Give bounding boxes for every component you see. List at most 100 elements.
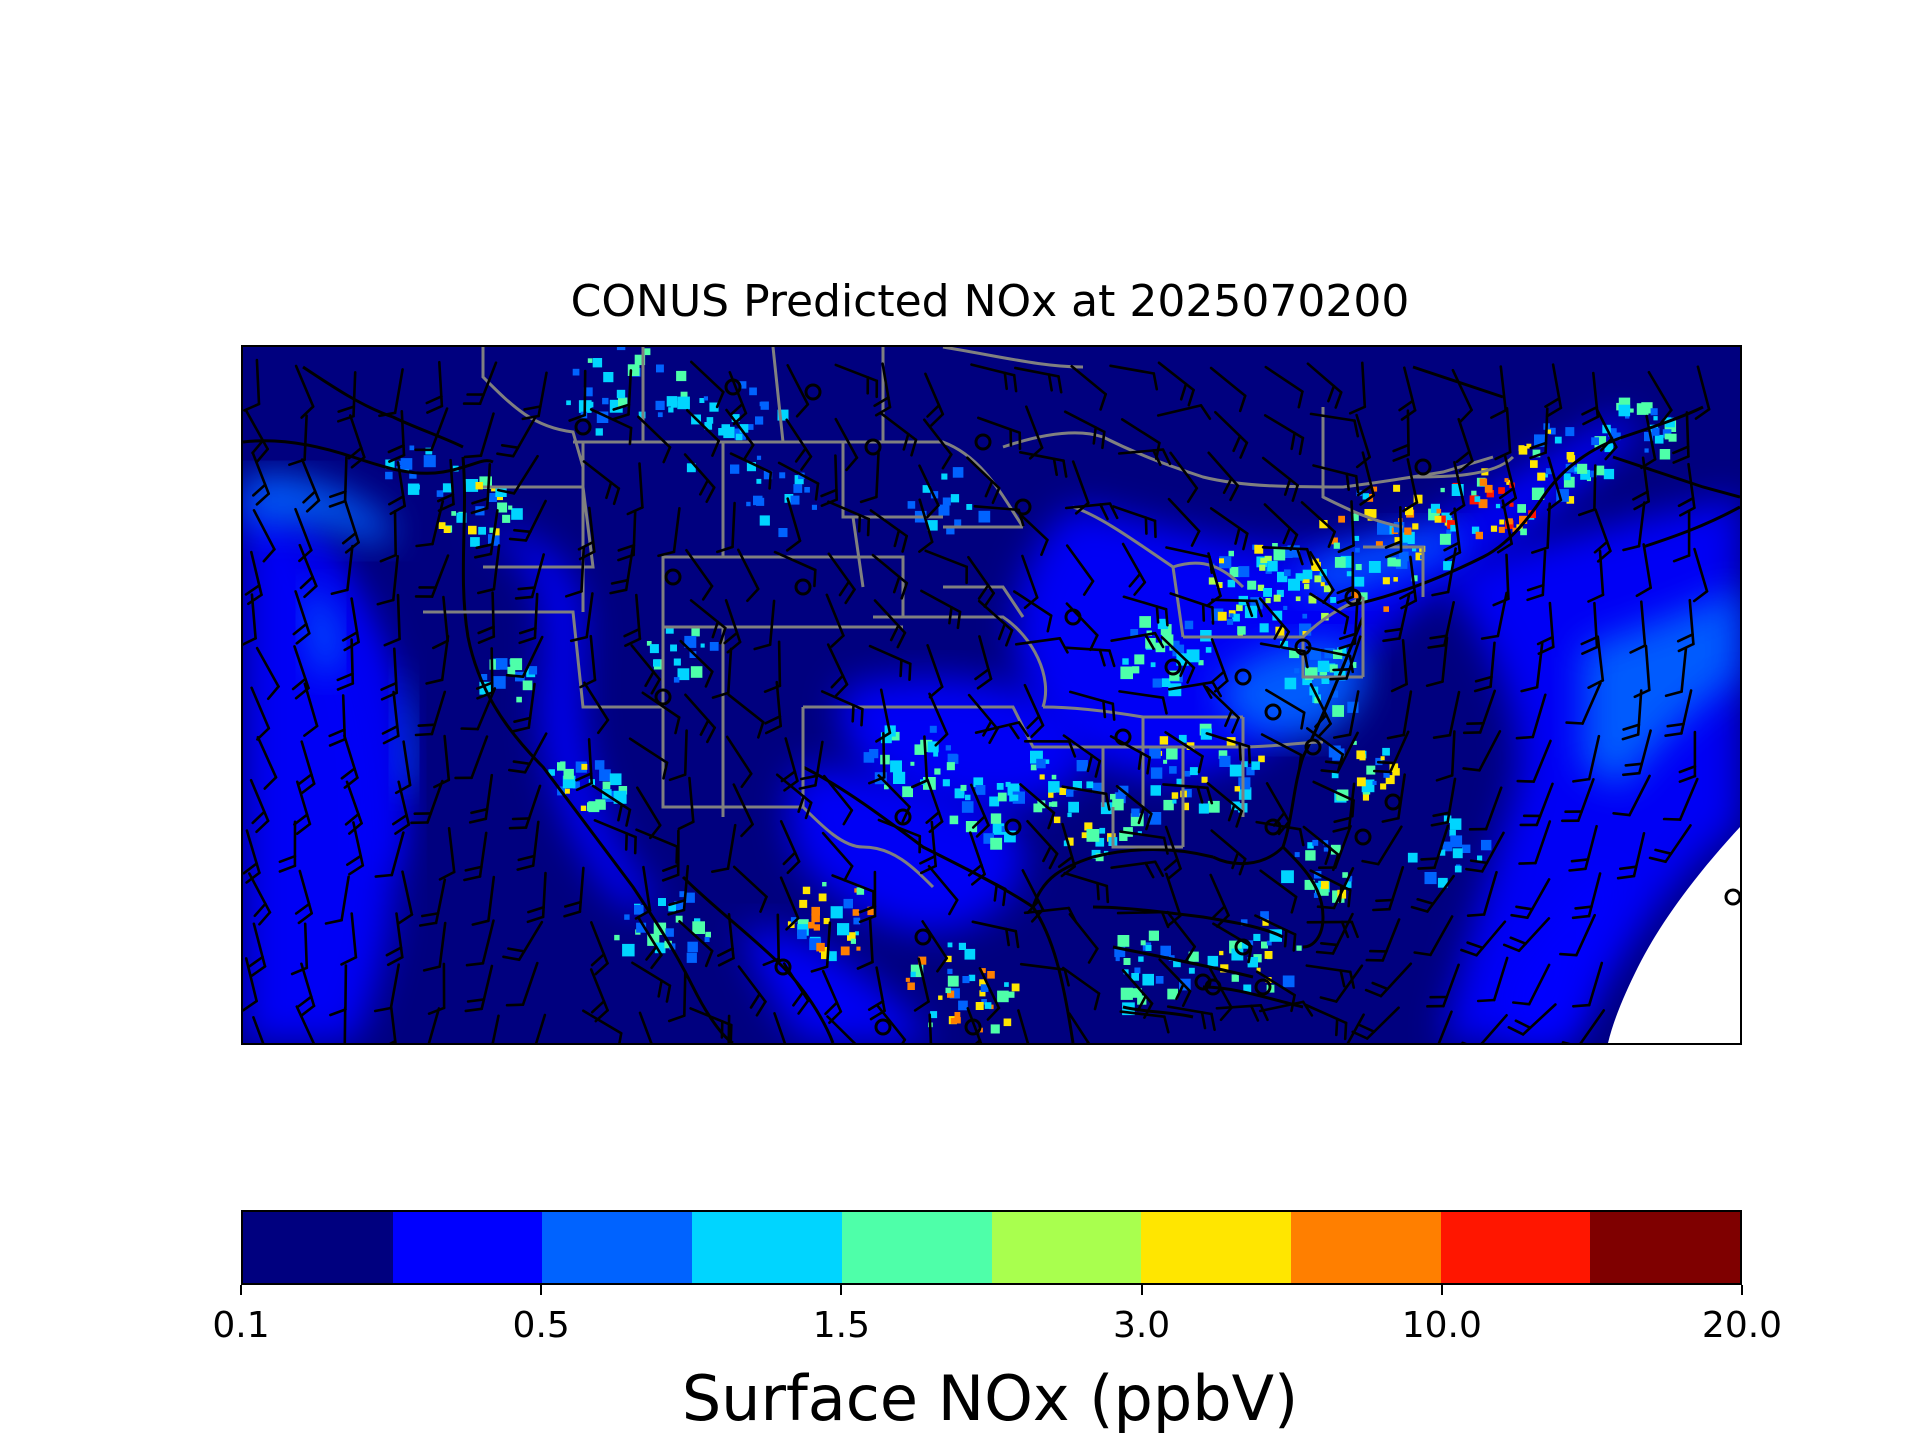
- wind-barb-flag: [476, 681, 494, 690]
- nox-hotspot-cell: [1350, 662, 1357, 668]
- wind-barb-flag: [1163, 858, 1179, 872]
- wind-barb-staff: [489, 509, 499, 556]
- wind-barb-flag: [341, 531, 357, 545]
- nox-hotspot-cell: [1172, 644, 1185, 657]
- nox-hotspot-cell: [973, 777, 984, 788]
- nox-hotspot-cell: [1167, 988, 1178, 1000]
- nox-hotspot-cell: [1208, 577, 1216, 585]
- wind-barb-flag: [293, 813, 309, 826]
- wind-barb-flag: [569, 635, 589, 643]
- nox-hotspot-cell: [1261, 941, 1268, 949]
- nox-hotspot-cell: [1229, 764, 1242, 777]
- wind-barb-staff: [438, 360, 444, 408]
- nox-hotspot-cell: [497, 502, 508, 513]
- wind-barb-staff: [523, 732, 548, 774]
- wind-barb-staff: [1446, 777, 1457, 824]
- nox-hotspot-cell: [731, 414, 740, 422]
- nox-hotspot-cell: [636, 922, 647, 933]
- wind-barb-staff: [1446, 547, 1457, 594]
- wind-barb-staff: [825, 921, 832, 969]
- wind-barb-flag: [1238, 742, 1242, 761]
- nox-hotspot-cell: [511, 508, 523, 520]
- wind-barb-staff: [1402, 690, 1413, 737]
- wind-barb-flag: [253, 902, 267, 918]
- wind-barb-flag: [701, 584, 714, 601]
- wind-barb-flag: [1320, 941, 1339, 947]
- wind-barb-flag: [1242, 532, 1249, 551]
- colorbar-segment: [692, 1212, 842, 1283]
- wind-barb-staff: [1112, 505, 1157, 523]
- wind-barb-flag: [471, 497, 489, 505]
- wind-barb-flag: [1215, 913, 1230, 928]
- nox-hotspot-cell: [941, 473, 948, 480]
- nox-hotspot-cell: [1506, 518, 1513, 525]
- wind-barb-staff: [821, 969, 843, 1013]
- nox-hotspot-cell: [880, 732, 892, 744]
- wind-barb-staff: [443, 734, 451, 782]
- nox-hotspot-cell: [438, 522, 446, 529]
- wind-barb-staff: [970, 363, 1016, 377]
- wind-barb-staff: [1260, 733, 1303, 757]
- wind-barb-flag: [1473, 685, 1492, 693]
- wind-barb-staff: [1064, 646, 1111, 652]
- wind-barb-staff: [1312, 780, 1355, 802]
- nox-hotspot-cell: [1608, 428, 1617, 437]
- wind-barb-staff: [1377, 825, 1403, 866]
- coastline-segment: [461, 456, 734, 1043]
- wind-barb-flag: [1381, 816, 1400, 823]
- nox-hotspot-cell: [1240, 919, 1248, 926]
- wind-barb-staff: [1300, 501, 1336, 534]
- nox-hotspot-cell: [1567, 455, 1576, 463]
- wind-barb-staff: [627, 369, 633, 416]
- wind-barb-flag: [297, 773, 313, 786]
- nox-hotspot-cell: [933, 751, 939, 757]
- border-segment: [1072, 505, 1185, 638]
- wind-barb-staff: [527, 682, 536, 729]
- wind-barb-flag: [1398, 399, 1414, 412]
- nox-hotspot-cell: [1411, 575, 1418, 582]
- wind-barb-flag: [476, 691, 494, 700]
- wind-barb-flag: [516, 864, 535, 871]
- nox-hotspot-cell: [634, 905, 644, 915]
- nox-hotspot-cell: [502, 514, 511, 523]
- nox-hotspot-cell: [1317, 660, 1330, 672]
- calm-wind-circle: [1264, 703, 1282, 721]
- wind-barb-flag: [244, 584, 261, 596]
- wind-barb-flag: [1429, 634, 1448, 640]
- nox-hotspot-cell: [1163, 799, 1174, 811]
- nox-hotspot-cell: [1231, 948, 1244, 961]
- nox-hotspot-cell: [979, 979, 987, 987]
- wind-barb-flag: [1581, 645, 1599, 656]
- border-segment: [483, 485, 595, 569]
- nox-hotspot-cell: [1618, 404, 1631, 417]
- wind-barb-staff: [969, 783, 990, 827]
- nox-hotspot-cell: [1051, 774, 1057, 780]
- wind-barb-flag: [889, 624, 900, 642]
- wind-barb-flag: [1336, 585, 1355, 595]
- nox-hotspot-cell: [1181, 802, 1189, 811]
- nox-hotspot-cell: [1469, 495, 1479, 505]
- wind-barb-flag: [1160, 910, 1170, 929]
- nox-hotspot-cell: [1546, 429, 1551, 434]
- nox-hotspot-cell: [1131, 973, 1139, 981]
- nox-hotspot-cell: [1351, 513, 1359, 521]
- wind-barb-staff: [976, 416, 1022, 434]
- wind-barb-flag: [650, 953, 663, 970]
- nox-hotspot-cell: [709, 642, 719, 651]
- nox-hotspot-cell: [1443, 561, 1453, 571]
- nox-hotspot-cell: [1549, 427, 1556, 435]
- wind-barb-staff: [344, 964, 348, 1011]
- wind-barb-flag: [1420, 857, 1439, 861]
- calm-wind-circle: [654, 688, 672, 706]
- wind-barb-flag: [590, 999, 606, 1014]
- wind-barb-staff: [776, 913, 781, 961]
- wind-barb-staff: [786, 363, 810, 406]
- wind-barb-flag: [753, 643, 772, 651]
- wind-barb-staff: [252, 509, 276, 551]
- colorbar-tick-mark: [240, 1285, 242, 1295]
- wind-barb-flag: [967, 863, 983, 877]
- wind-barb-staff: [1017, 1009, 1030, 1043]
- wind-barb-flag: [508, 537, 528, 542]
- wind-barb-staff: [1264, 365, 1304, 393]
- wind-barb-flag: [1520, 685, 1539, 693]
